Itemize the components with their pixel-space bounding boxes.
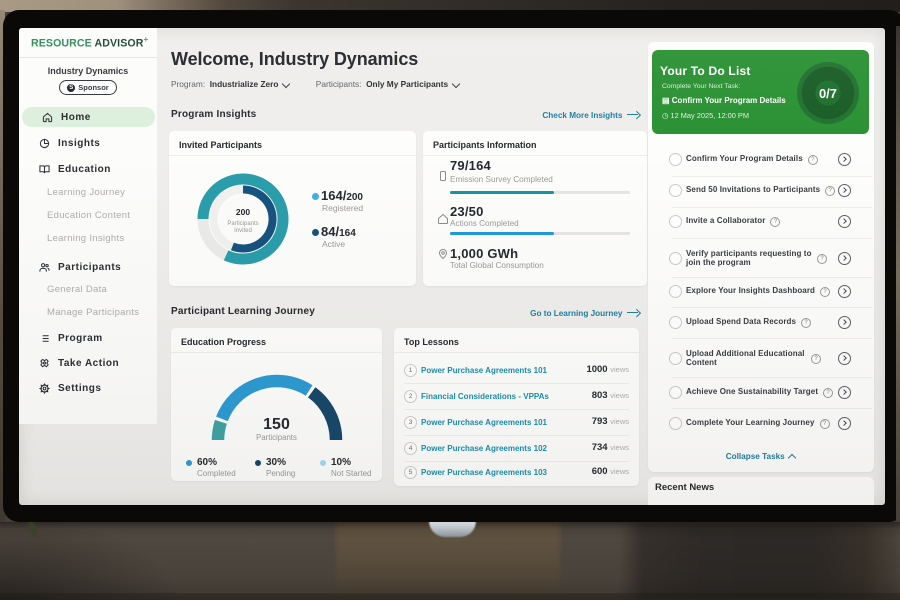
svg-text:200: 200 xyxy=(236,207,250,217)
svg-text:Participants: Participants xyxy=(227,221,258,227)
svg-text:Invited: Invited xyxy=(234,228,252,234)
